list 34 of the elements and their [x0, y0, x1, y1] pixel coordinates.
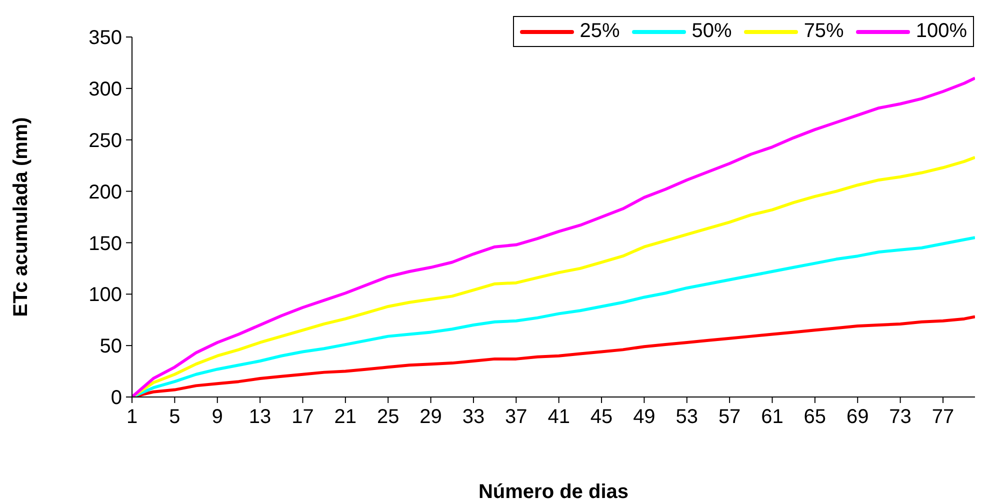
- x-axis-title: Número de dias: [478, 481, 629, 502]
- y-tick-label: 150: [88, 232, 122, 255]
- x-tick-label: 49: [633, 406, 656, 428]
- y-tick-label: 250: [88, 130, 122, 152]
- x-tick-label: 9: [212, 406, 223, 428]
- x-tick-label: 29: [420, 406, 442, 428]
- y-tick-label: 50: [100, 336, 122, 358]
- y-tick-label: 0: [110, 387, 122, 410]
- y-tick-label: 100: [88, 284, 122, 306]
- x-tick-label: 69: [846, 406, 869, 428]
- x-tick-label: 57: [718, 406, 741, 428]
- y-tick-label: 200: [88, 181, 122, 204]
- x-tick-label: 45: [590, 406, 613, 428]
- x-tick-label: 17: [292, 406, 314, 428]
- legend-label: 100%: [916, 20, 967, 43]
- x-tick-label: 65: [804, 406, 826, 428]
- legend-label: 25%: [580, 20, 620, 43]
- x-tick-label: 37: [505, 406, 528, 428]
- x-tick-label: 1: [126, 406, 138, 428]
- x-tick-label: 73: [889, 406, 912, 428]
- y-tick-label: 300: [88, 78, 122, 101]
- x-tick-label: 33: [462, 406, 485, 428]
- x-tick-label: 25: [376, 406, 400, 428]
- x-tick-label: 61: [761, 406, 784, 428]
- x-tick-label: 5: [169, 406, 180, 428]
- x-tick-label: 53: [676, 406, 698, 428]
- legend-label: 50%: [692, 20, 732, 43]
- y-tick-label: 350: [88, 27, 122, 50]
- x-tick-label: 21: [334, 406, 357, 428]
- x-tick-label: 77: [932, 406, 954, 428]
- y-axis-title: ETc acumulada (mm): [10, 117, 32, 317]
- x-tick-label: 41: [548, 406, 570, 428]
- legend-label: 75%: [804, 20, 844, 43]
- x-tick-label: 13: [248, 406, 272, 428]
